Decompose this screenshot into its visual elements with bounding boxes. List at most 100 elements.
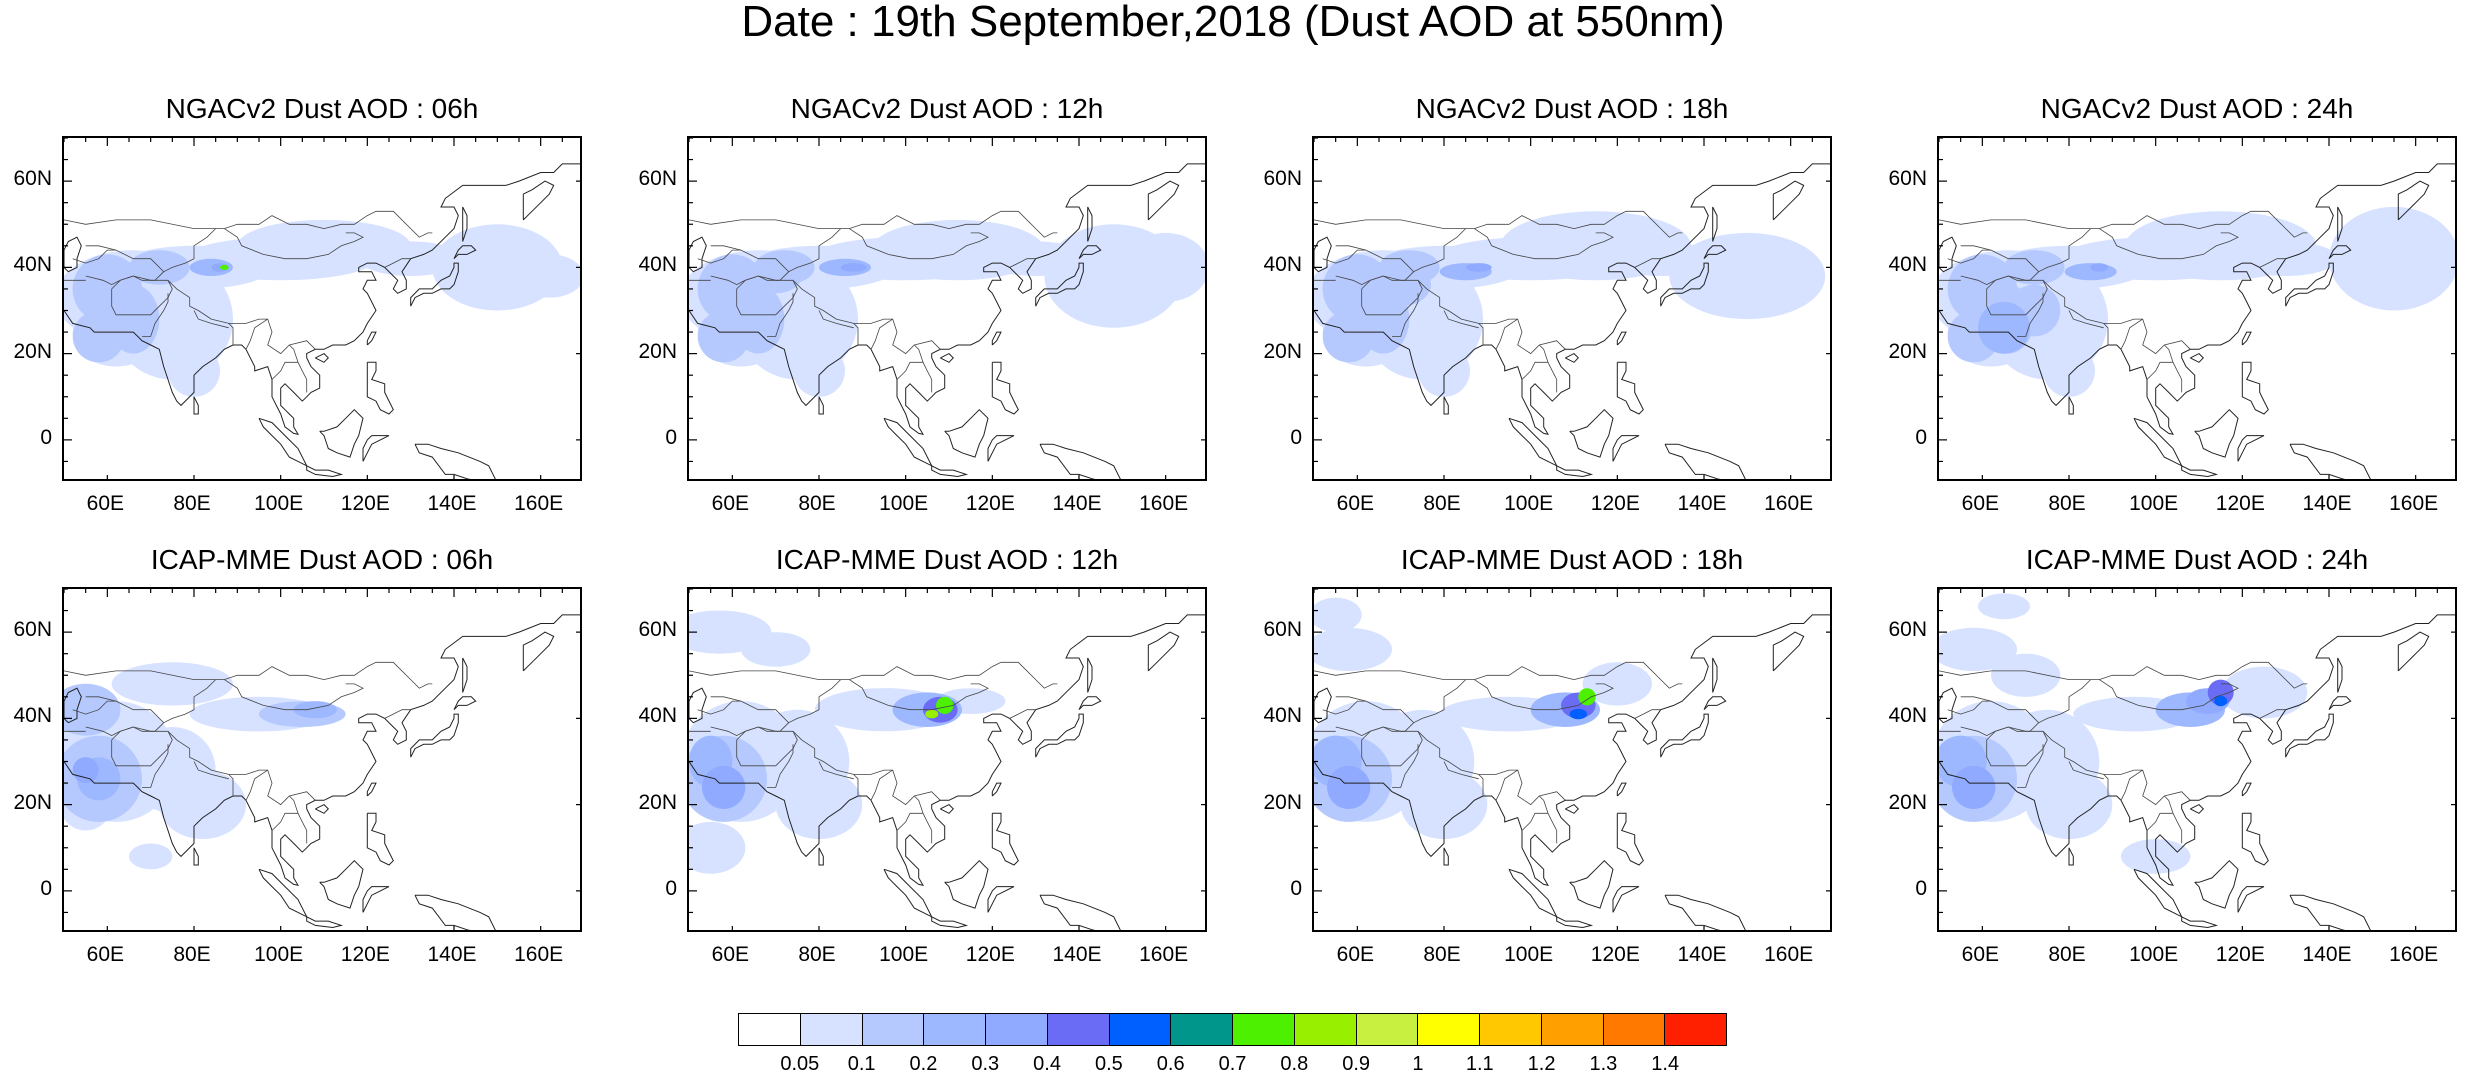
colorbar-swatch	[1665, 1014, 1726, 1045]
coastline	[64, 614, 580, 887]
dust-aod-region	[1978, 301, 2030, 354]
lon-tick-label: 80E	[1423, 492, 1461, 515]
country-border	[853, 774, 859, 796]
coastline	[414, 443, 496, 479]
dust-aod-region	[2090, 263, 2108, 272]
coastline	[1508, 417, 1558, 467]
dust-aod-region	[1952, 765, 1996, 809]
panel-title: NGACv2 Dust AOD : 12h	[790, 93, 1104, 124]
coastline	[1939, 236, 1957, 273]
lat-tick-label: 20N	[1888, 790, 1927, 814]
coastline	[453, 696, 477, 711]
lat-tick-label: 0	[1290, 876, 1302, 900]
coastline	[306, 916, 344, 929]
country-border	[1474, 679, 1614, 711]
lat-tick-label: 40N	[1263, 253, 1302, 277]
coastline	[1035, 262, 1084, 307]
country-border	[1634, 258, 1661, 268]
dust-aod-map	[1937, 136, 2457, 481]
country-border	[384, 709, 411, 719]
lon-tick-label: 80E	[798, 943, 836, 966]
coastline	[1556, 465, 1594, 478]
colorbar-tick-label: 0.1	[847, 1053, 876, 1075]
country-border	[163, 210, 433, 273]
coastline	[462, 657, 468, 693]
dust-aod-region	[702, 765, 746, 809]
country-border	[142, 293, 169, 337]
coastline	[462, 206, 468, 242]
country-border	[228, 774, 234, 796]
coastline	[689, 687, 707, 724]
coastline	[1616, 782, 1627, 797]
coastline	[366, 361, 394, 415]
coastline	[2328, 696, 2352, 711]
coastline	[1612, 886, 1640, 913]
dust-aod-map	[62, 587, 582, 932]
country-border	[1495, 318, 1518, 350]
coastline	[2190, 803, 2205, 814]
lon-tick-label: 120E	[965, 492, 1015, 515]
lon-tick-label: 80E	[173, 943, 211, 966]
lon-tick-label: 60E	[86, 492, 125, 515]
lat-tick-label: 0	[1915, 876, 1927, 900]
country-border	[1478, 774, 1484, 796]
coastline	[1660, 262, 1709, 307]
dust-aod-region	[840, 263, 867, 272]
country-border	[2259, 709, 2286, 719]
coastline	[2285, 713, 2334, 758]
colorbar-swatch	[1356, 1014, 1419, 1045]
country-border	[2120, 769, 2143, 801]
coastline	[1087, 657, 1093, 693]
country-border	[111, 275, 173, 316]
lat-tick-label: 40N	[638, 704, 677, 728]
coastline	[818, 396, 824, 415]
coastline	[1939, 614, 2455, 887]
colorbar-tick-label: 1.4	[1651, 1053, 1680, 1075]
colorbar-tick-label: 0.8	[1280, 1053, 1309, 1075]
dust-aod-region	[871, 219, 1045, 281]
coastline	[64, 687, 82, 724]
coastline	[410, 713, 459, 758]
country-border	[914, 344, 924, 363]
lon-tick-label: 160E	[1764, 492, 1814, 515]
coastline	[1078, 245, 1102, 260]
country-border	[1392, 293, 1419, 337]
country-border	[1361, 726, 1423, 767]
colorbar-tick-label: 0.3	[971, 1053, 1000, 1075]
coastline	[931, 916, 969, 929]
country-border	[818, 761, 854, 780]
country-border	[736, 726, 798, 767]
dust-aod-region	[2064, 263, 2117, 281]
coastline	[1039, 894, 1121, 930]
lon-tick-label: 80E	[798, 492, 836, 515]
country-border	[697, 700, 741, 715]
figure-title: Date : 19th September,2018 (Dust AOD at …	[741, 0, 1725, 46]
country-border	[853, 323, 859, 345]
coastline	[315, 803, 330, 814]
country-border	[1539, 795, 1549, 814]
lat-tick-label: 40N	[13, 704, 52, 728]
country-border	[72, 249, 116, 264]
lat-tick-label: 60N	[13, 167, 52, 191]
colorbar-swatch	[1541, 1014, 1604, 1045]
lon-tick-label: 80E	[173, 492, 211, 515]
country-border	[64, 670, 216, 680]
lon-tick-label: 120E	[1590, 492, 1640, 515]
coastline	[1612, 435, 1640, 462]
panel-title: ICAP-MME Dust AOD : 18h	[1400, 544, 1744, 575]
country-border	[1009, 709, 1036, 719]
colorbar-tick-label: 1.1	[1465, 1053, 1494, 1075]
panel-title: NGACv2 Dust AOD : 18h	[1415, 93, 1729, 124]
dust-aod-region	[2329, 206, 2455, 311]
coastline	[2285, 262, 2334, 307]
coastline	[2241, 361, 2269, 415]
coastline	[1078, 696, 1102, 711]
dust-aod-region	[111, 662, 233, 706]
coastline	[315, 352, 330, 363]
lat-tick-label: 40N	[13, 253, 52, 277]
colorbar-swatch	[739, 1014, 801, 1045]
coastline	[987, 435, 1015, 462]
country-border	[2099, 228, 2239, 260]
country-border	[167, 731, 316, 806]
coastline	[991, 782, 1002, 797]
